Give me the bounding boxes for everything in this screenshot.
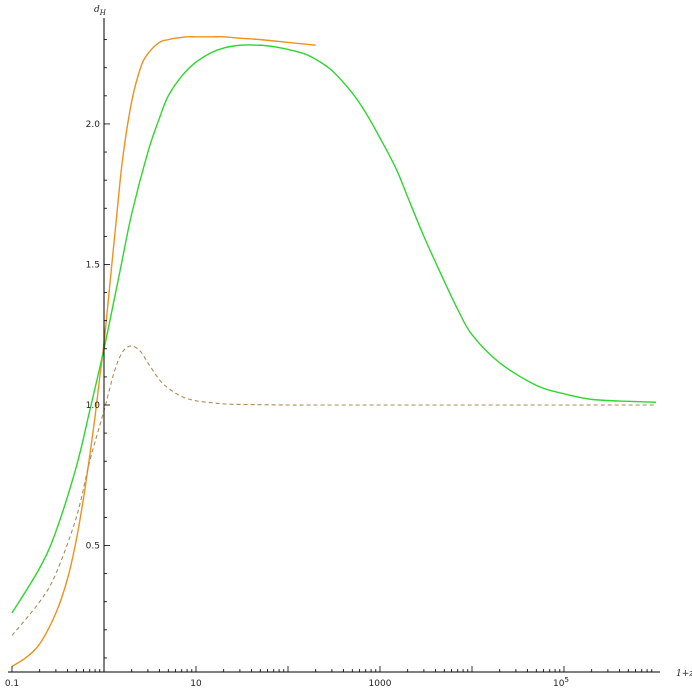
x-axis-label: 1+z xyxy=(676,669,692,679)
x-tick-label: 0.1 xyxy=(5,679,19,689)
series-line-1 xyxy=(12,37,316,667)
y-axis-label: dH xyxy=(94,5,107,17)
y-tick-label: 1.0 xyxy=(86,401,101,411)
x-tick-label: 1000 xyxy=(369,679,392,689)
x-tick-label: 105 xyxy=(553,676,569,689)
y-tick-label: 1.5 xyxy=(86,260,100,270)
y-tick-label: 0.5 xyxy=(86,542,100,552)
y-axis-label-sub: H xyxy=(99,9,107,17)
x-tick-label-exponent: 5 xyxy=(564,676,568,684)
series-line-2 xyxy=(12,45,656,613)
series-layer xyxy=(12,37,656,667)
y-tick-label: 2.0 xyxy=(86,120,101,130)
x-tick-label: 10 xyxy=(190,679,202,689)
series-line-3 xyxy=(12,346,656,635)
y-ticks: 0.5 1.0 1.5 2.0 xyxy=(86,40,110,658)
x-ticks: 0.1 10 1000 105 xyxy=(5,666,652,689)
